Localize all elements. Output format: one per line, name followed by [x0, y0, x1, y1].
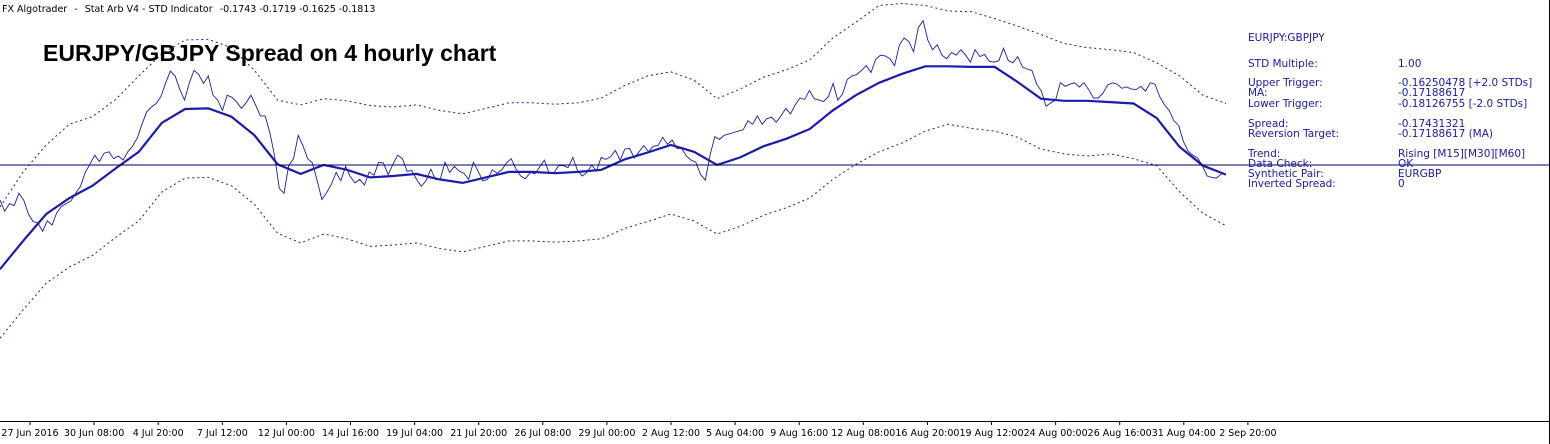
x-tick-label: 26 Jul 08:00 [514, 428, 571, 439]
panel-row-value: 1.00 [1398, 58, 1422, 70]
series-spread [0, 19, 1226, 233]
panel-row-value: -0.16250478 [+2.0 STDs] [1398, 77, 1533, 89]
x-tick-label: 19 Aug 12:00 [959, 428, 1023, 439]
x-tick-label: 19 Jul 04:00 [386, 428, 443, 439]
x-tick-label: 31 Aug 04:00 [1152, 428, 1216, 439]
panel-row-label: STD Multiple: [1248, 58, 1318, 70]
panel-row-value: -0.17188617 (MA) [1398, 128, 1494, 140]
x-tick-label: 30 Jun 08:00 [64, 428, 124, 439]
panel-row-label: Inverted Spread: [1248, 178, 1336, 190]
panel-row-label: MA: [1248, 87, 1268, 99]
panel-row-label: Spread: [1248, 118, 1289, 130]
x-tick-label: 7 Jul 12:00 [197, 428, 248, 439]
x-tick-label: 24 Aug 00:00 [1024, 428, 1088, 439]
x-tick-label: 12 Aug 08:00 [831, 428, 895, 439]
panel-row-value: OK [1398, 158, 1414, 170]
x-tick-label: 26 Aug 16:00 [1088, 428, 1152, 439]
panel-row-value: EURGBP [1398, 168, 1442, 180]
x-tick-label: 12 Jul 00:00 [258, 428, 315, 439]
x-tick-label: 16 Aug 20:00 [895, 428, 959, 439]
chart-header: FX Algotrader - Stat Arb V4 - STD Indica… [2, 4, 376, 15]
chart-title: EURJPY/GBJPY Spread on 4 hourly chart [43, 40, 497, 66]
panel-row-label: Lower Trigger: [1248, 98, 1323, 110]
x-tick-label: 4 Jul 20:00 [133, 428, 184, 439]
x-tick-label: 2 Sep 20:00 [1219, 428, 1276, 439]
panel-row-value: Rising [M15][M30][M60] [1398, 148, 1526, 160]
panel-row-value: -0.17188617 [1398, 87, 1466, 99]
panel-row-label: Data Check: [1248, 158, 1313, 170]
x-tick-label: 5 Aug 04:00 [706, 428, 764, 439]
indicator-name: Stat Arb V4 - STD Indicator [84, 4, 213, 15]
panel-row-value: 0 [1398, 178, 1405, 190]
x-tick-label: 29 Jul 00:00 [578, 428, 635, 439]
x-axis-line [0, 421, 1550, 422]
panel-row-label: Reversion Target: [1248, 128, 1340, 140]
panel-row-label: Upper Trigger: [1248, 77, 1323, 89]
series-upper-band [0, 2, 1227, 208]
series-moving-average [0, 65, 1227, 270]
x-tick-label: 21 Jul 20:00 [450, 428, 507, 439]
x-tick-label: 27 Jun 2016 [1, 428, 58, 439]
indicator-values: -0.1743 -0.1719 -0.1625 -0.1813 [219, 4, 376, 15]
x-tick-label: 14 Jul 16:00 [322, 428, 379, 439]
panel-row-value: -0.17431321 [1398, 118, 1466, 130]
panel-title: EURJPY:GBPJPY [1248, 32, 1325, 44]
panel-row-label: Synthetic Pair: [1248, 168, 1324, 180]
x-tick-label: 2 Aug 12:00 [642, 428, 700, 439]
x-tick-label: 9 Aug 16:00 [770, 428, 828, 439]
panel-row-label: Trend: [1248, 148, 1281, 160]
panel-row-value: -0.18126755 [-2.0 STDs] [1398, 98, 1528, 110]
series-lower-band [0, 123, 1227, 339]
app-name: FX Algotrader [2, 4, 68, 15]
